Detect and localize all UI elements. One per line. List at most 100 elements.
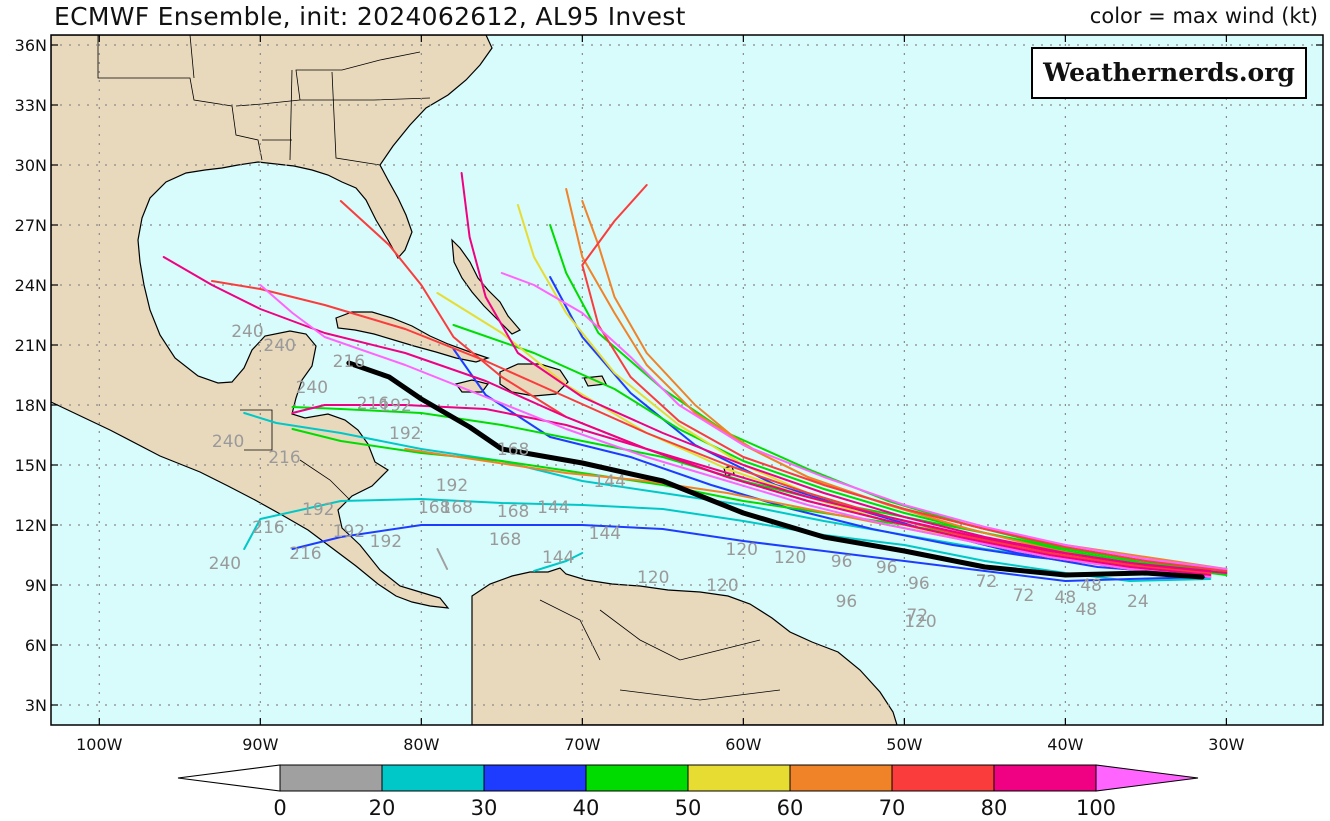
forecast-hour-label: 96 (908, 574, 930, 594)
forecast-hour-label: 240 (212, 432, 244, 452)
lon-tick-label: 40W (1047, 735, 1083, 754)
forecast-hour-label: 168 (497, 440, 529, 460)
forecast-hour-label: 168 (418, 498, 450, 518)
border-line (331, 71, 381, 166)
colorbar: 0 20 30 40 50 60 70 80 100 (177, 764, 1199, 820)
border-line (240, 409, 273, 451)
legend-title: color = max wind (kt) (1089, 4, 1318, 28)
lon-tick-label: 90W (242, 735, 278, 754)
border-line (295, 51, 421, 101)
colorbar-bin (687, 764, 791, 792)
colorbar-tick-label: 80 (981, 796, 1008, 820)
colorbar-bin (891, 764, 995, 792)
lon-tick-label: 80W (403, 735, 439, 754)
colorbar-bin (585, 764, 689, 792)
forecast-hour-label: 48 (1080, 576, 1102, 596)
lon-tick-label: 60W (725, 735, 761, 754)
ensemble-track (452, 324, 1228, 572)
forecast-hour-label: 96 (876, 558, 898, 578)
forecast-hour-label: 192 (333, 522, 365, 542)
colorbar-tick-label: 40 (573, 796, 600, 820)
colorbar-tick-label: 70 (879, 796, 906, 820)
forecast-hour-label: 120 (774, 548, 806, 568)
forecast-hour-label: 72 (976, 572, 998, 592)
forecast-hour-label: 192 (370, 532, 402, 552)
border-line (299, 459, 351, 501)
lon-tick-label: 50W (886, 735, 922, 754)
border-line (97, 35, 263, 161)
border-line (619, 689, 781, 701)
colorbar-tick-label: 50 (675, 796, 702, 820)
border-line (539, 599, 601, 661)
forecast-hour-label: 192 (389, 424, 421, 444)
forecast-hour-label: 240 (263, 336, 295, 356)
ensemble-track (259, 284, 1212, 578)
forecast-hour-label: 216 (357, 394, 389, 414)
forecast-hour-label: 24 (1127, 592, 1149, 612)
forecast-hour-label: 48 (1055, 588, 1077, 608)
colorbar-over-arrow (1095, 764, 1199, 792)
forecast-hour-label: 144 (537, 498, 569, 518)
lat-tick-label: 24N (15, 276, 47, 295)
lat-tick-label: 9N (25, 576, 47, 595)
ensemble-track (436, 548, 449, 570)
border-line (235, 97, 431, 107)
border-line (599, 609, 761, 661)
forecast-hour-label: 120 (706, 576, 738, 596)
forecast-hour-label: 216 (333, 352, 365, 372)
colorbar-bin (993, 764, 1097, 792)
ensemble-mean-track (346, 360, 1205, 580)
colorbar-tick-label: 100 (1076, 796, 1116, 820)
colorbar-bin (381, 764, 485, 792)
land-areas (51, 35, 898, 725)
axes: 3N 6N 9N 12N 15N 18N 21N 24N 27N 30N 33N 36N 100W 90W… (15, 35, 1323, 754)
forecast-hour-label: 192 (436, 476, 468, 496)
forecast-hour-label: 192 (302, 500, 334, 520)
forecast-hour-label: 192 (379, 396, 411, 416)
forecast-hour-label: 120 (904, 612, 936, 632)
lat-tick-label: 15N (15, 456, 47, 475)
land-south-america (471, 567, 898, 725)
colorbar-bin (279, 764, 383, 792)
lat-tick-label: 30N (15, 156, 47, 175)
ensemble-track (243, 498, 1212, 582)
colorbar-under-arrow (177, 764, 281, 792)
forecast-hour-label: 168 (489, 530, 521, 550)
forecast-hour-label: 144 (593, 472, 625, 492)
colorbar-tick-label: 30 (471, 796, 498, 820)
ensemble-track (291, 524, 1212, 582)
forecast-hour-label: 240 (231, 322, 263, 342)
land-north-america (51, 35, 493, 609)
lat-tick-label: 18N (15, 396, 47, 415)
plot-frame (50, 34, 1324, 726)
forecast-hour-label: 120 (726, 540, 758, 560)
forecast-hour-label: 216 (252, 518, 284, 538)
lat-tick-label: 36N (15, 36, 47, 55)
forecast-hour-label: 72 (1013, 586, 1035, 606)
forecast-hour-label: 120 (637, 568, 669, 588)
forecast-hour-label: 96 (831, 552, 853, 572)
border-line (189, 35, 195, 79)
colorbar-tick-label: 60 (777, 796, 804, 820)
ensemble-track (291, 404, 1212, 572)
forecast-hour-label: 168 (497, 502, 529, 522)
ensemble-track (500, 272, 1228, 570)
lat-tick-label: 12N (15, 516, 47, 535)
border-line (289, 69, 293, 161)
forecast-hour-labels: 2448484872727296969696120120120120120144… (209, 322, 1149, 632)
colorbar-tick-label: 20 (369, 796, 396, 820)
forecast-hour-label: 216 (289, 544, 321, 564)
ensemble-track (211, 280, 1212, 574)
colorbar-tick-label: 0 (273, 796, 286, 820)
page-title: ECMWF Ensemble, init: 2024062612, AL95 I… (54, 2, 686, 31)
forecast-hour-label: 144 (542, 548, 574, 568)
forecast-hour-label: 216 (268, 448, 300, 468)
land-bahamas (451, 238, 521, 335)
forecast-hour-label: 240 (209, 554, 241, 574)
colorbar-bin (789, 764, 893, 792)
lat-tick-label: 27N (15, 216, 47, 235)
forecast-hour-label: 240 (296, 378, 328, 398)
ensemble-track (549, 276, 1180, 574)
forecast-hour-label: 48 (1075, 600, 1097, 620)
